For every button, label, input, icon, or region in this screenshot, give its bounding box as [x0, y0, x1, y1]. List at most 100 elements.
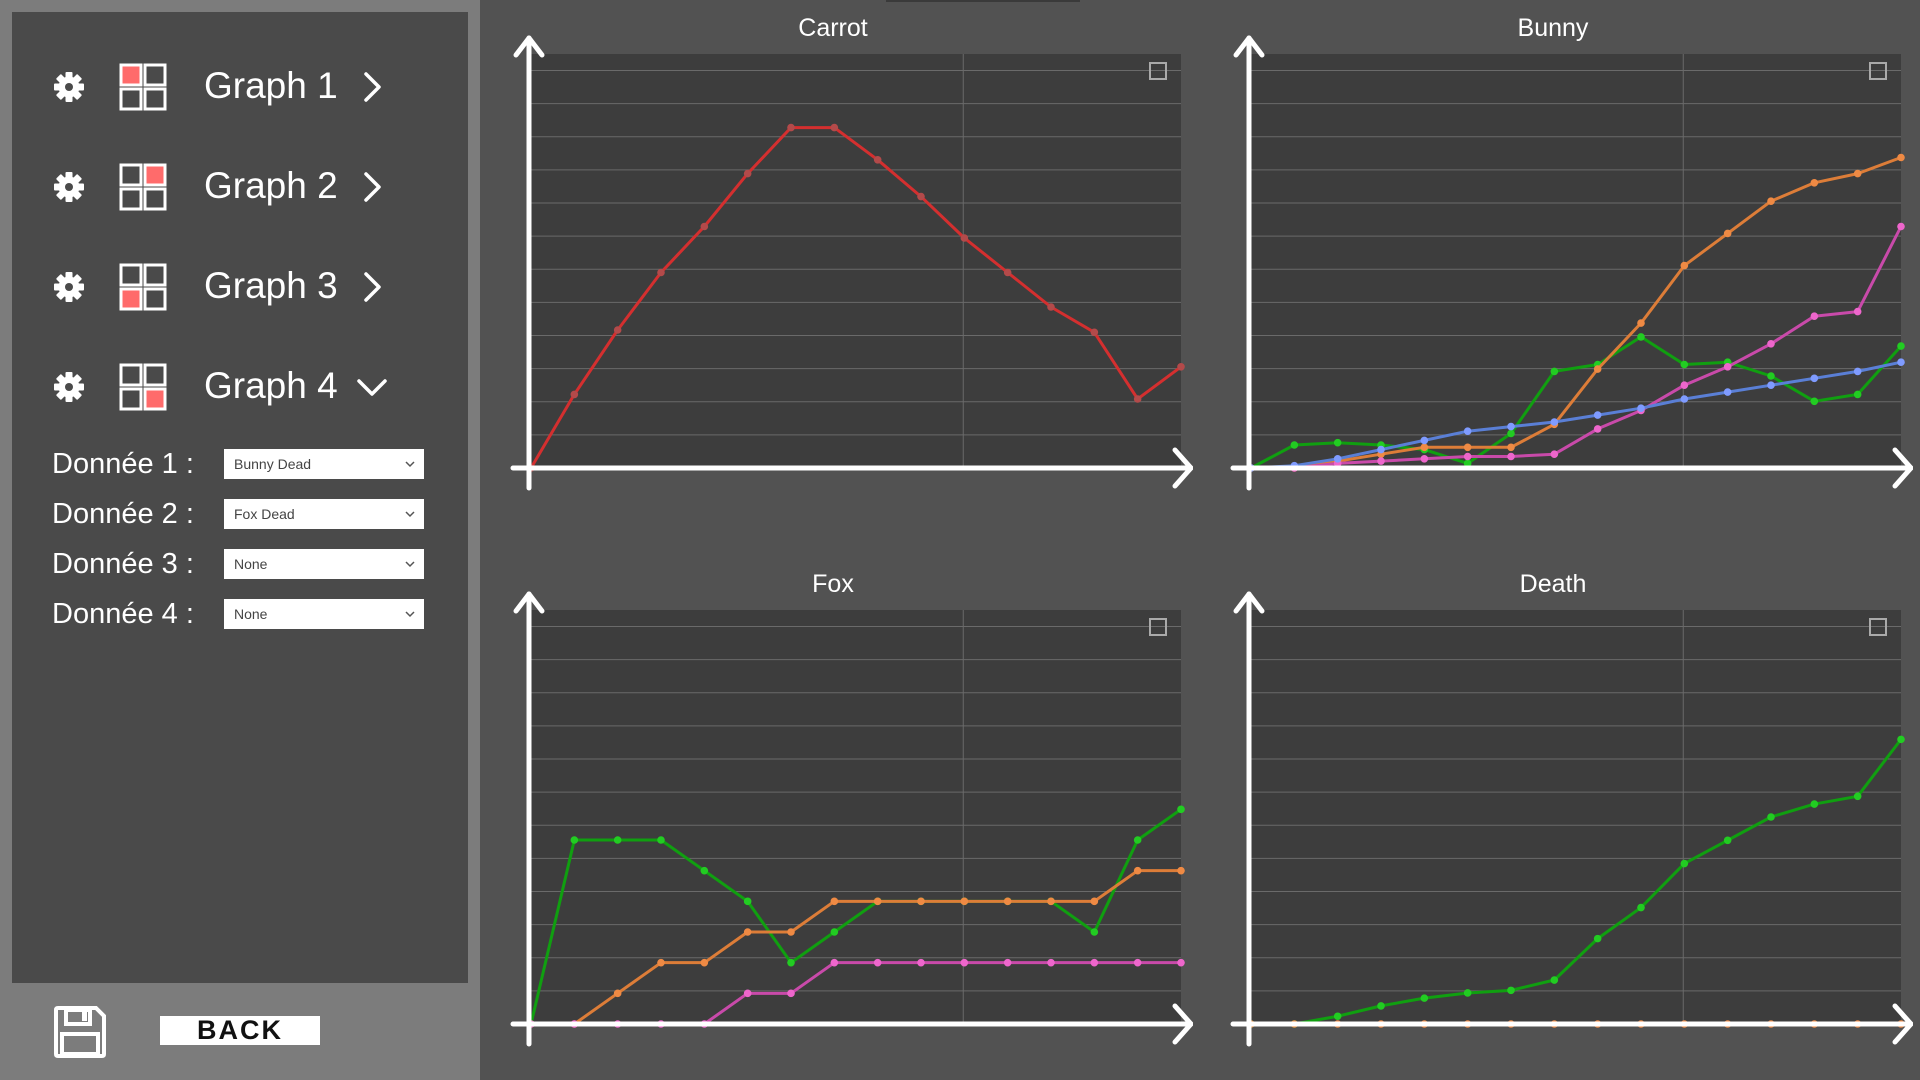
- gear-icon[interactable]: [52, 170, 86, 204]
- data-point: [1047, 303, 1055, 311]
- chevron-right-icon[interactable]: [355, 170, 389, 204]
- data-point: [1177, 363, 1185, 371]
- chevron-down-icon[interactable]: [355, 370, 389, 404]
- data-point: [1420, 455, 1429, 463]
- data-point: [1377, 445, 1385, 454]
- series-line-2: [1251, 156, 1902, 470]
- data-1-select[interactable]: Bunny Dead: [224, 449, 424, 479]
- data-2-value: Fox Dead: [234, 506, 295, 522]
- data-3-select[interactable]: None: [224, 549, 424, 579]
- axes: [510, 591, 1193, 1047]
- data-point: [1637, 404, 1645, 413]
- chart-title: Bunny: [1517, 14, 1589, 42]
- back-button[interactable]: BACK: [160, 1016, 320, 1045]
- series-line-1: [1250, 335, 1903, 470]
- data-point: [1507, 986, 1515, 995]
- select-checkbox[interactable]: [1869, 618, 1887, 636]
- series-line-4: [1250, 360, 1902, 470]
- data-point: [1463, 459, 1472, 468]
- data-point: [1767, 197, 1775, 205]
- data-point: [830, 897, 839, 906]
- chart-panel-carrot: Carrot: [493, 0, 1193, 510]
- data-point: [1897, 358, 1905, 367]
- data-point: [1723, 363, 1732, 371]
- series-line-1: [529, 126, 1182, 469]
- chevron-right-icon[interactable]: [355, 70, 389, 104]
- data-point: [960, 897, 969, 906]
- data-point: [1637, 319, 1645, 327]
- graph-config-sidebar: Graph 1 Graph 2 Graph 3 Graph 4 Donnée 1…: [12, 12, 468, 983]
- data-point: [1810, 374, 1819, 383]
- data-point: [1507, 443, 1515, 452]
- data-point: [1507, 429, 1515, 438]
- data-point: [1550, 367, 1559, 376]
- grid-layout-icon[interactable]: [118, 162, 168, 212]
- data-point: [1507, 452, 1515, 461]
- data-row-2: Donnée 2 : Fox Dead: [12, 499, 468, 529]
- data-1-value: Bunny Dead: [234, 456, 312, 472]
- plot-area: [1251, 610, 1901, 1025]
- data-point: [1810, 312, 1819, 321]
- data-point: [1463, 989, 1472, 997]
- data-4-select[interactable]: None: [224, 599, 424, 629]
- data-2-select[interactable]: Fox Dead: [224, 499, 424, 529]
- data-point: [1810, 397, 1819, 406]
- line-chart: [1230, 591, 1913, 1047]
- grid-layout-icon[interactable]: [118, 62, 168, 112]
- graph-row-3: Graph 3: [12, 246, 468, 326]
- data-point: [570, 836, 579, 844]
- data-point: [1090, 958, 1099, 967]
- gear-icon[interactable]: [52, 70, 86, 104]
- data-point: [1177, 866, 1185, 875]
- top-strip: [886, 0, 1080, 2]
- data-point: [1897, 342, 1905, 350]
- data-point: [1767, 372, 1775, 380]
- data-point: [1377, 1002, 1385, 1010]
- data-point: [743, 989, 752, 998]
- data-point: [1680, 381, 1689, 390]
- chevron-down-icon: [405, 461, 415, 468]
- chart-title: Fox: [812, 570, 854, 598]
- chevron-right-icon[interactable]: [355, 270, 389, 304]
- data-point: [657, 268, 665, 277]
- series-line-1: [1251, 738, 1903, 1026]
- data-4-label: Donnée 4 :: [52, 598, 194, 630]
- axes: [510, 35, 1193, 491]
- select-checkbox[interactable]: [1149, 62, 1167, 80]
- chevron-down-icon: [405, 511, 415, 518]
- select-checkbox[interactable]: [1869, 62, 1887, 80]
- data-point: [1177, 958, 1185, 967]
- data-point: [1680, 859, 1689, 868]
- data-point: [1133, 836, 1142, 844]
- data-point: [1090, 928, 1099, 936]
- grid-layout-icon[interactable]: [118, 262, 168, 312]
- data-point: [787, 989, 795, 998]
- data-point: [1420, 436, 1429, 445]
- data-point: [787, 958, 795, 967]
- floppy-disk-icon[interactable]: [52, 1004, 108, 1060]
- data-point: [1420, 994, 1429, 1002]
- data-point: [787, 928, 795, 936]
- graph-3-label: Graph 3: [204, 265, 338, 306]
- data-point: [1723, 229, 1732, 238]
- line-chart: [510, 35, 1193, 491]
- data-point: [1853, 307, 1862, 316]
- data-point: [1593, 425, 1602, 433]
- gear-icon[interactable]: [52, 370, 86, 404]
- data-2-label: Donnée 2 :: [52, 498, 194, 530]
- data-point: [1853, 367, 1862, 376]
- gear-icon[interactable]: [52, 270, 86, 304]
- data-point: [700, 866, 709, 875]
- data-point: [830, 123, 839, 132]
- select-checkbox[interactable]: [1149, 618, 1167, 636]
- series-line-3: [1251, 225, 1903, 470]
- grid-layout-icon[interactable]: [118, 362, 168, 412]
- data-point: [1177, 805, 1185, 814]
- data-point: [1047, 958, 1055, 967]
- graph-row-2: Graph 2: [12, 146, 468, 226]
- data-point: [700, 222, 709, 231]
- data-point: [1047, 897, 1055, 906]
- data-point: [613, 836, 622, 844]
- data-point: [1767, 813, 1775, 821]
- data-point: [743, 928, 752, 936]
